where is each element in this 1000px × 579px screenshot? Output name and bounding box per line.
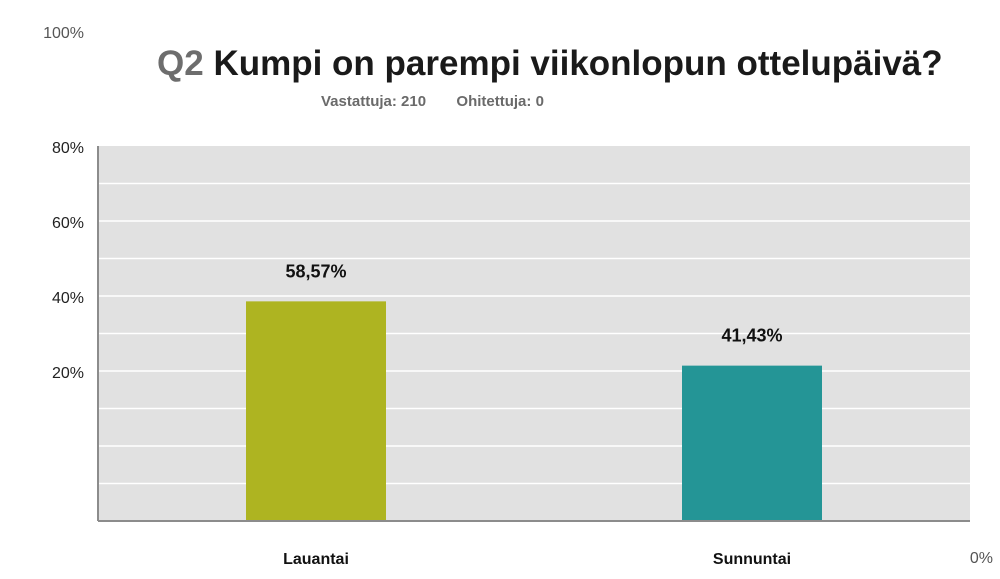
skipped-label: Ohitettuja: [456, 93, 532, 110]
y-tick-label: 80% [52, 140, 84, 157]
answered-label: Vastattuja: [321, 93, 397, 110]
y-tick-label: 0% [970, 550, 993, 567]
bar-sunnuntai [682, 365, 822, 521]
question-text: Kumpi on parempi viikonlopun ottelupäivä… [213, 44, 943, 83]
bar-value-label: 58,57% [285, 261, 346, 281]
response-summary: Vastattuja: 210 Ohitettuja: 0 [321, 93, 544, 110]
bar-value-label: 41,43% [721, 326, 782, 346]
y-tick-label: 20% [52, 365, 84, 382]
y-tick-label: 40% [52, 290, 84, 307]
x-category-label: Lauantai [283, 551, 349, 568]
gridlines [98, 182, 970, 485]
bar-lauantai [246, 301, 386, 521]
question-number: Q2 [157, 44, 204, 83]
chart-title: Q2 Kumpi on parempi viikonlopun ottelupä… [157, 44, 943, 84]
y-tick-label: 60% [52, 215, 84, 232]
bars: 58,57% Lauantai 41,43% Sunnuntai [246, 261, 822, 568]
y-tick-label: 100% [43, 25, 84, 42]
skipped-count: 0 [535, 93, 544, 110]
x-category-label: Sunnuntai [713, 551, 791, 568]
answered-count: 210 [401, 93, 427, 110]
y-axis-ticks: 100% 80% 60% 40% 20% 0% [43, 25, 993, 567]
